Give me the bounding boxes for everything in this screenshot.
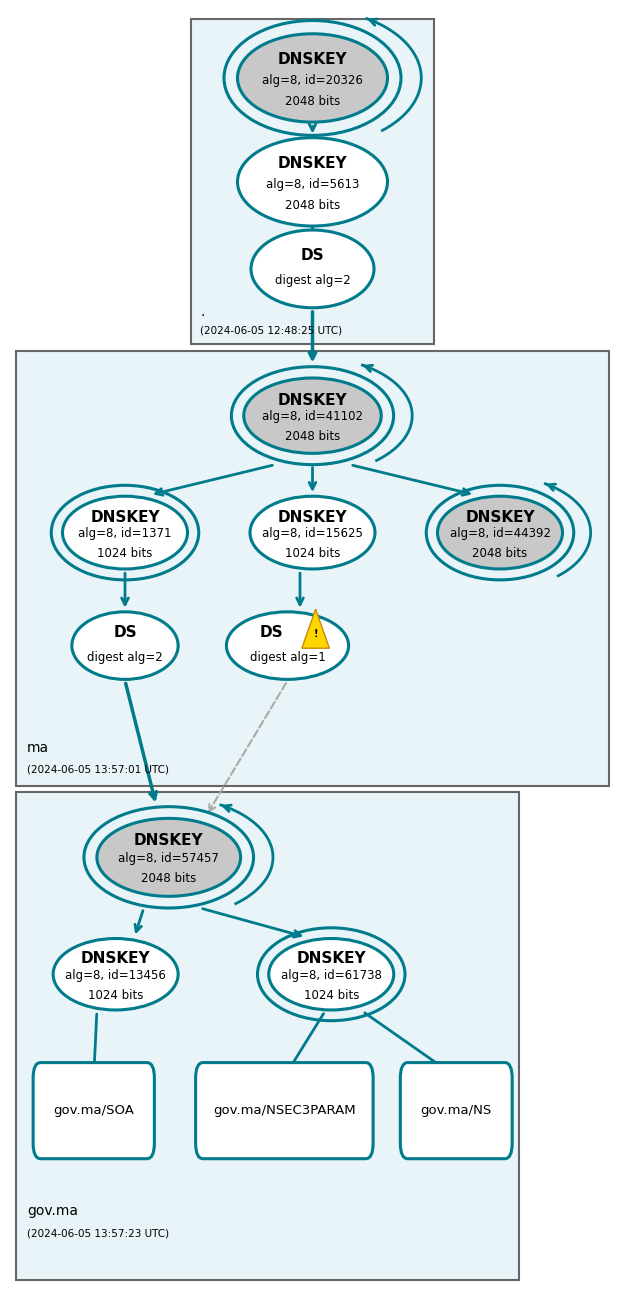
Text: gov.ma: gov.ma bbox=[27, 1204, 78, 1217]
Text: DNSKEY: DNSKEY bbox=[278, 509, 348, 525]
Ellipse shape bbox=[250, 496, 375, 569]
Text: DS: DS bbox=[260, 625, 284, 640]
Text: DNSKEY: DNSKEY bbox=[90, 509, 160, 525]
Text: alg=8, id=41102: alg=8, id=41102 bbox=[262, 410, 363, 423]
Text: 1024 bits: 1024 bits bbox=[304, 989, 359, 1002]
Bar bbox=[16, 351, 609, 786]
Text: 1024 bits: 1024 bits bbox=[285, 547, 340, 560]
Ellipse shape bbox=[53, 938, 178, 1011]
Ellipse shape bbox=[62, 496, 188, 569]
Polygon shape bbox=[302, 609, 329, 648]
Text: DNSKEY: DNSKEY bbox=[278, 52, 348, 68]
Text: DNSKEY: DNSKEY bbox=[296, 951, 366, 966]
Text: DNSKEY: DNSKEY bbox=[278, 156, 348, 171]
Ellipse shape bbox=[226, 612, 349, 679]
Text: alg=8, id=57457: alg=8, id=57457 bbox=[118, 852, 219, 865]
Ellipse shape bbox=[438, 496, 562, 569]
Ellipse shape bbox=[251, 230, 374, 308]
Text: (2024-06-05 12:48:25 UTC): (2024-06-05 12:48:25 UTC) bbox=[200, 326, 342, 336]
Text: gov.ma/NSEC3PARAM: gov.ma/NSEC3PARAM bbox=[213, 1104, 356, 1117]
Ellipse shape bbox=[238, 34, 388, 122]
Text: alg=8, id=61738: alg=8, id=61738 bbox=[281, 969, 382, 982]
Ellipse shape bbox=[72, 612, 178, 679]
Text: alg=8, id=5613: alg=8, id=5613 bbox=[266, 178, 359, 191]
Text: alg=8, id=1371: alg=8, id=1371 bbox=[78, 527, 172, 540]
Bar bbox=[191, 19, 434, 344]
Text: alg=8, id=44392: alg=8, id=44392 bbox=[449, 527, 551, 540]
Text: (2024-06-05 13:57:23 UTC): (2024-06-05 13:57:23 UTC) bbox=[27, 1229, 169, 1239]
Text: gov.ma/SOA: gov.ma/SOA bbox=[53, 1104, 134, 1117]
Text: ma: ma bbox=[27, 742, 49, 755]
Text: 1024 bits: 1024 bits bbox=[98, 547, 152, 560]
Text: 2048 bits: 2048 bits bbox=[285, 199, 340, 212]
Ellipse shape bbox=[244, 378, 381, 453]
Text: .: . bbox=[200, 305, 204, 318]
Text: gov.ma/NS: gov.ma/NS bbox=[421, 1104, 492, 1117]
Text: alg=8, id=20326: alg=8, id=20326 bbox=[262, 74, 363, 87]
Text: DNSKEY: DNSKEY bbox=[81, 951, 151, 966]
Text: (2024-06-05 13:57:01 UTC): (2024-06-05 13:57:01 UTC) bbox=[27, 765, 169, 776]
Ellipse shape bbox=[238, 138, 388, 226]
FancyBboxPatch shape bbox=[33, 1063, 154, 1159]
Bar bbox=[16, 792, 519, 1280]
Text: DNSKEY: DNSKEY bbox=[134, 833, 204, 848]
Text: 2048 bits: 2048 bits bbox=[141, 872, 196, 885]
Text: 2048 bits: 2048 bits bbox=[472, 547, 528, 560]
Text: digest alg=2: digest alg=2 bbox=[87, 651, 163, 664]
Ellipse shape bbox=[269, 938, 394, 1011]
Text: DNSKEY: DNSKEY bbox=[465, 509, 535, 525]
Text: alg=8, id=15625: alg=8, id=15625 bbox=[262, 527, 363, 540]
Text: !: ! bbox=[313, 629, 318, 639]
Text: digest alg=1: digest alg=1 bbox=[249, 651, 326, 664]
Text: digest alg=2: digest alg=2 bbox=[274, 274, 351, 287]
Text: 1024 bits: 1024 bits bbox=[88, 989, 143, 1002]
FancyBboxPatch shape bbox=[401, 1063, 512, 1159]
Text: DS: DS bbox=[301, 248, 324, 264]
Ellipse shape bbox=[97, 818, 241, 896]
FancyBboxPatch shape bbox=[196, 1063, 373, 1159]
Text: alg=8, id=13456: alg=8, id=13456 bbox=[65, 969, 166, 982]
Text: DS: DS bbox=[113, 625, 137, 640]
Text: 2048 bits: 2048 bits bbox=[285, 95, 340, 108]
Text: DNSKEY: DNSKEY bbox=[278, 392, 348, 408]
Text: 2048 bits: 2048 bits bbox=[285, 430, 340, 443]
